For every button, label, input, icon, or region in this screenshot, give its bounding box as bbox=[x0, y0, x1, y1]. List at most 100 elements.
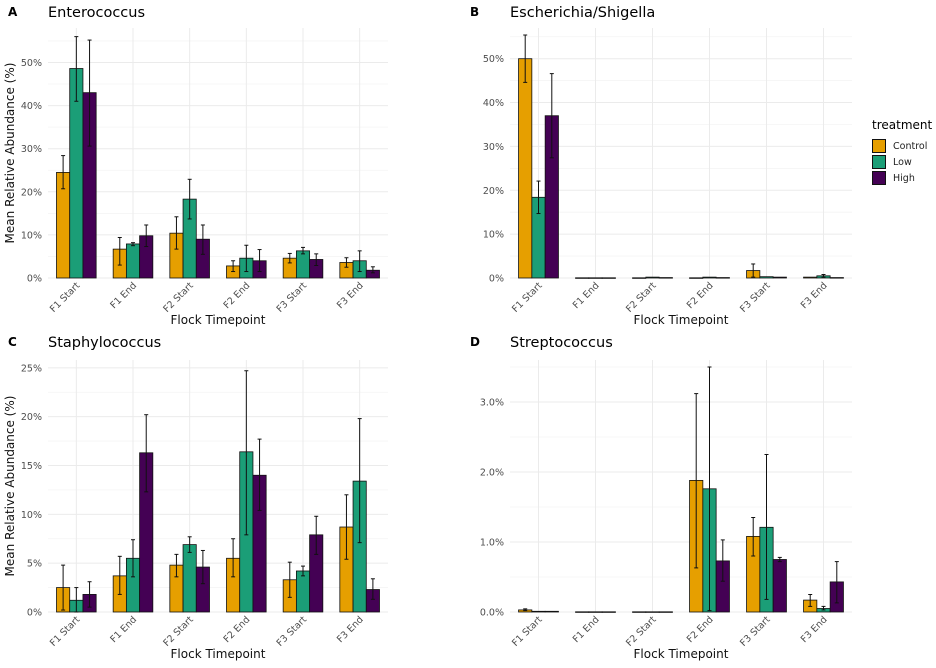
x-tick-label: F2 Start bbox=[161, 614, 196, 649]
x-tick-label: F1 End bbox=[571, 614, 602, 645]
bar-low bbox=[182, 544, 197, 613]
panel-label: D bbox=[470, 335, 480, 349]
legend-title: treatment bbox=[872, 118, 933, 132]
x-tick-label: F3 Start bbox=[275, 614, 310, 649]
panel-label: C bbox=[8, 335, 17, 349]
y-tick-label: 50% bbox=[21, 58, 42, 69]
bar-high bbox=[715, 277, 730, 279]
x-tick-label: F1 Start bbox=[510, 280, 545, 315]
panel-label: B bbox=[470, 5, 479, 19]
x-tick-label: F3 End bbox=[335, 614, 366, 645]
bar-control bbox=[518, 58, 533, 279]
x-tick-label: F2 Start bbox=[624, 614, 659, 649]
legend-label-control: Control bbox=[893, 140, 928, 152]
bar-low bbox=[295, 570, 311, 613]
bar-control bbox=[632, 611, 647, 613]
bar-control bbox=[575, 277, 590, 279]
bar-high bbox=[601, 611, 616, 613]
bar-control bbox=[689, 277, 704, 279]
legend-swatch-control bbox=[872, 139, 886, 153]
bar-control bbox=[803, 276, 818, 279]
y-tick-label: 0% bbox=[489, 274, 504, 285]
bar-high bbox=[772, 276, 787, 279]
bar-low bbox=[759, 276, 774, 279]
y-tick-label: 10% bbox=[21, 510, 42, 521]
bar-low bbox=[125, 243, 141, 279]
y-tick-label: 1.0% bbox=[480, 538, 504, 549]
y-tick-label: 0% bbox=[27, 274, 42, 285]
chart-panel-b: 0%10%20%30%40%50%F1 Start F1 End F2 Start F… bbox=[470, 5, 852, 327]
legend-item-low: Low bbox=[872, 154, 932, 170]
bar-low bbox=[588, 277, 603, 279]
bar-high bbox=[601, 277, 616, 279]
legend-label-high: High bbox=[893, 172, 915, 184]
bar-high bbox=[658, 277, 673, 279]
y-tick-label: 30% bbox=[21, 144, 42, 155]
x-tick-label: F3 Start bbox=[275, 280, 310, 315]
y-tick-label: 0% bbox=[27, 608, 42, 619]
chart-panel-c: 0% 5% 10% 15% 20% 25% F1 Start F1 End F2 Start F2… bbox=[3, 335, 388, 661]
y-tick-label: 20% bbox=[21, 187, 42, 198]
legend-item-control: Control bbox=[872, 138, 932, 154]
bar-low bbox=[588, 611, 603, 613]
bar-low bbox=[702, 276, 717, 279]
x-tick-label: F2 Start bbox=[624, 280, 659, 315]
x-tick-label: F3 Start bbox=[738, 280, 773, 315]
x-tick-label: F2 End bbox=[685, 280, 716, 311]
x-tick-label: F3 End bbox=[799, 280, 830, 311]
bar-high bbox=[829, 277, 844, 279]
bar-low bbox=[645, 611, 660, 613]
x-tick-label: F2 End bbox=[222, 280, 253, 311]
y-axis-label: Mean Relative Abundance (%) bbox=[3, 396, 17, 577]
chart-panel-a: 0% 10% 20% 30% 40% 50% F1 Start F1 End F2 Start F… bbox=[3, 5, 388, 327]
y-tick-label: 2.0% bbox=[480, 468, 504, 479]
x-tick-label: F1 End bbox=[108, 280, 139, 311]
bar-low bbox=[295, 250, 311, 279]
bar-control bbox=[575, 611, 590, 613]
bar-low bbox=[645, 276, 660, 279]
y-tick-label: 3.0% bbox=[480, 398, 504, 409]
bar-low bbox=[531, 610, 546, 613]
x-tick-label: F3 End bbox=[799, 614, 830, 645]
x-tick-label: F1 Start bbox=[510, 614, 545, 649]
bar-high bbox=[658, 611, 673, 613]
chart-title: Enterococcus bbox=[48, 5, 145, 21]
y-tick-label: 5% bbox=[27, 559, 42, 570]
x-tick-label: F1 Start bbox=[48, 280, 83, 315]
legend: treatment Control Low High bbox=[872, 118, 932, 186]
x-tick-label: F2 End bbox=[685, 614, 716, 645]
y-tick-label: 50% bbox=[483, 54, 504, 65]
y-tick-label: 40% bbox=[21, 101, 42, 112]
bar-high bbox=[544, 610, 559, 613]
y-tick-label: 10% bbox=[21, 230, 42, 241]
y-tick-label: 40% bbox=[483, 98, 504, 109]
x-tick-label: F2 Start bbox=[161, 280, 196, 315]
x-tick-label: F2 End bbox=[222, 614, 253, 645]
legend-item-high: High bbox=[872, 170, 932, 186]
y-tick-label: 30% bbox=[483, 142, 504, 153]
y-tick-label: 20% bbox=[21, 412, 42, 423]
chart-title: Streptococcus bbox=[510, 335, 613, 351]
x-axis-label: Flock Timepoint bbox=[634, 313, 729, 327]
legend-label-low: Low bbox=[893, 156, 912, 168]
chart-panel-d: 0.0% 1.0% 2.0% 3.0% F1 Start F1 End F2 Start F2… bbox=[470, 335, 852, 661]
x-tick-label: F3 Start bbox=[738, 614, 773, 649]
x-tick-label: F1 End bbox=[571, 280, 602, 311]
y-axis-label: Mean Relative Abundance (%) bbox=[3, 63, 17, 244]
x-axis-label: Flock Timepoint bbox=[634, 647, 729, 661]
x-axis-label: Flock Timepoint bbox=[171, 647, 266, 661]
y-tick-label: 10% bbox=[483, 230, 504, 241]
bar-high bbox=[772, 559, 787, 613]
bar-control bbox=[632, 277, 647, 279]
chart-title: Staphylococcus bbox=[48, 335, 161, 351]
y-tick-label: 15% bbox=[21, 461, 42, 472]
x-tick-label: F1 Start bbox=[48, 614, 83, 649]
x-tick-label: F1 End bbox=[108, 614, 139, 645]
chart-title: Escherichia/Shigella bbox=[510, 5, 655, 21]
y-tick-label: 0.0% bbox=[480, 608, 504, 619]
y-tick-label: 20% bbox=[483, 186, 504, 197]
x-tick-label: F3 End bbox=[335, 280, 366, 311]
legend-swatch-high bbox=[872, 171, 886, 185]
panel-label: A bbox=[8, 5, 18, 19]
y-tick-label: 25% bbox=[21, 363, 42, 374]
